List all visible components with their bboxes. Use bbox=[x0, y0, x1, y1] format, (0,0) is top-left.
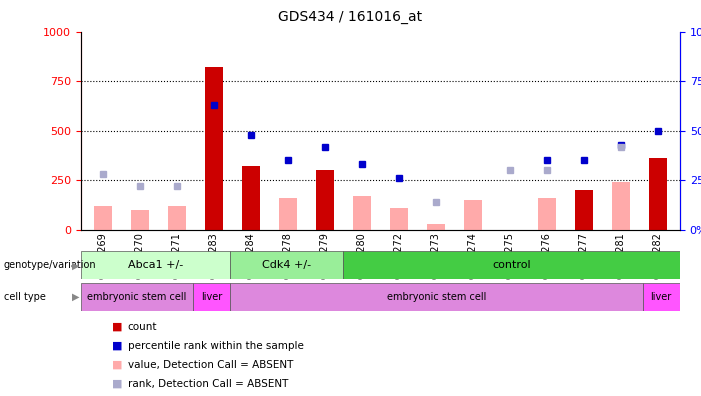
Text: liver: liver bbox=[651, 292, 672, 302]
Bar bbox=[648, 158, 667, 230]
Bar bbox=[343, 251, 680, 279]
Text: Cdk4 +/-: Cdk4 +/- bbox=[262, 260, 311, 270]
Text: percentile rank within the sample: percentile rank within the sample bbox=[128, 341, 304, 351]
Text: Abca1 +/-: Abca1 +/- bbox=[128, 260, 183, 270]
Text: embryonic stem cell: embryonic stem cell bbox=[87, 292, 186, 302]
Text: genotype/variation: genotype/variation bbox=[4, 260, 96, 270]
Bar bbox=[315, 170, 334, 230]
Text: cell type: cell type bbox=[4, 292, 46, 302]
Bar bbox=[426, 224, 445, 230]
Bar bbox=[242, 166, 260, 230]
Text: value, Detection Call = ABSENT: value, Detection Call = ABSENT bbox=[128, 360, 293, 370]
Text: ▶: ▶ bbox=[72, 292, 79, 302]
Bar bbox=[81, 251, 231, 279]
Bar bbox=[463, 200, 482, 230]
Bar bbox=[231, 251, 343, 279]
Bar bbox=[643, 283, 680, 311]
Text: GDS434 / 161016_at: GDS434 / 161016_at bbox=[278, 10, 423, 24]
Text: embryonic stem cell: embryonic stem cell bbox=[387, 292, 486, 302]
Bar bbox=[81, 283, 193, 311]
Text: count: count bbox=[128, 322, 157, 332]
Text: ■: ■ bbox=[112, 379, 123, 389]
Bar bbox=[93, 206, 112, 230]
Bar bbox=[575, 190, 593, 230]
Bar bbox=[231, 283, 643, 311]
Bar bbox=[168, 206, 186, 230]
Text: ▶: ▶ bbox=[72, 260, 79, 270]
Bar bbox=[193, 283, 231, 311]
Text: rank, Detection Call = ABSENT: rank, Detection Call = ABSENT bbox=[128, 379, 288, 389]
Bar bbox=[278, 198, 297, 230]
Text: ■: ■ bbox=[112, 360, 123, 370]
Bar bbox=[353, 196, 371, 230]
Text: ■: ■ bbox=[112, 341, 123, 351]
Bar bbox=[390, 208, 408, 230]
Text: liver: liver bbox=[201, 292, 222, 302]
Bar bbox=[538, 198, 556, 230]
Text: ■: ■ bbox=[112, 322, 123, 332]
Bar bbox=[611, 182, 630, 230]
Text: control: control bbox=[492, 260, 531, 270]
Bar bbox=[205, 67, 223, 230]
Bar bbox=[130, 210, 149, 230]
